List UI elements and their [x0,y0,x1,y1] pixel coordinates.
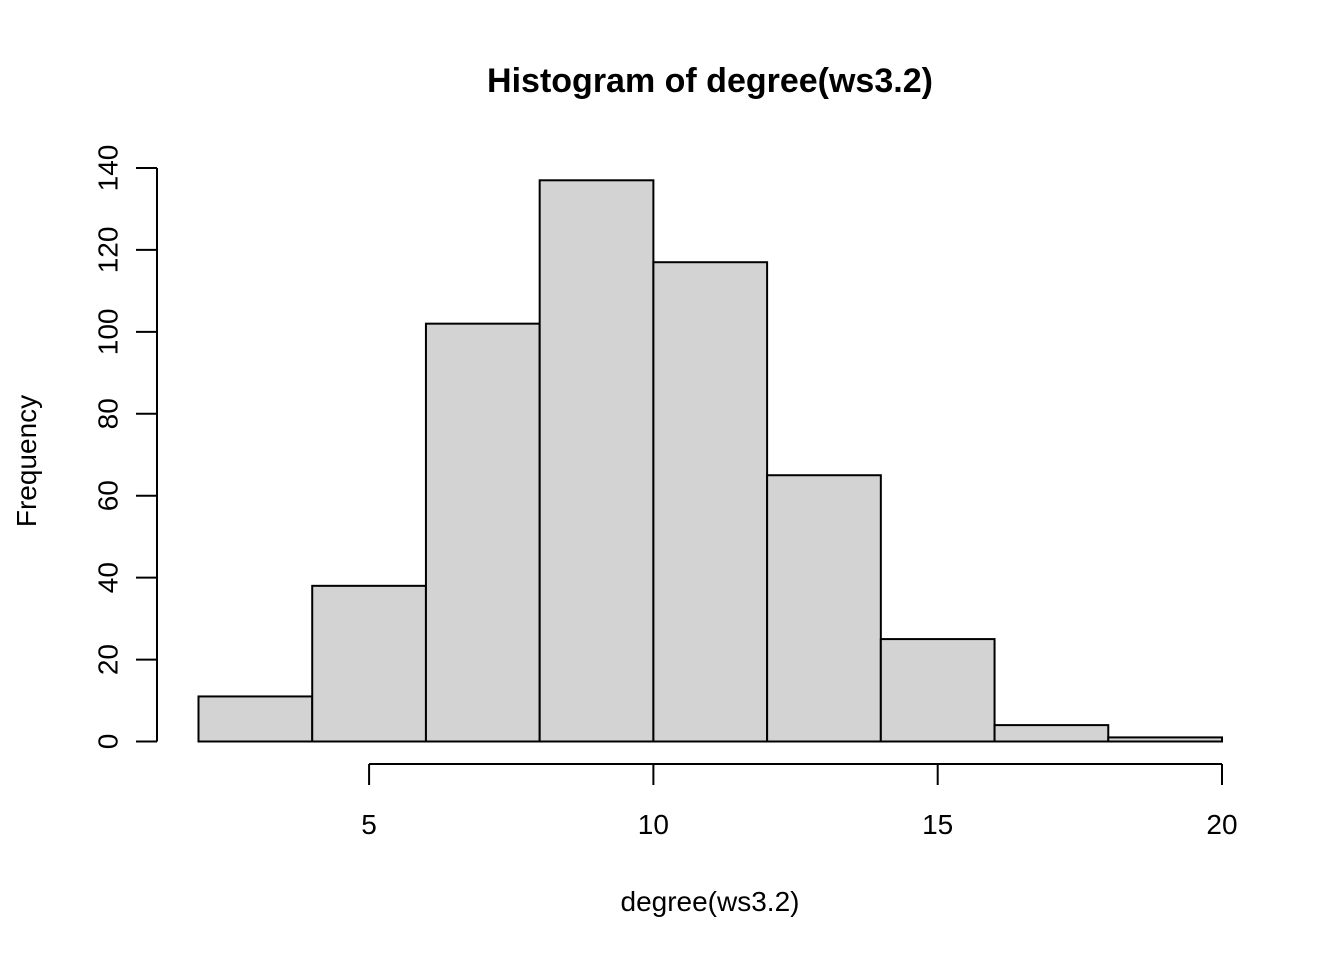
y-tick-label: 80 [92,398,123,429]
bars-group [197,179,1224,743]
histogram-bar-4 [538,179,655,743]
y-tick-label: 0 [92,734,123,750]
x-tick-label: 15 [922,809,953,840]
x-axis: 5 10 15 20 [361,763,1238,840]
histogram-bar-3 [424,322,541,743]
x-tick-label: 20 [1206,809,1237,840]
chart-title: Histogram of degree(ws3.2) [487,62,933,100]
y-tick-label: 60 [92,480,123,511]
x-tick-label: 10 [638,809,669,840]
y-tick-label: 140 [92,145,123,192]
y-axis: 0 20 40 60 80 100 120 140 [92,145,158,750]
y-tick-label: 20 [92,644,123,675]
y-tick-label: 40 [92,562,123,593]
histogram-bar-6 [766,474,882,743]
histogram-bar-7 [879,638,996,743]
x-tick-label: 5 [361,809,377,840]
y-tick-label: 120 [92,227,123,274]
histogram-bar-9 [1107,736,1224,743]
y-axis-label: Frequency [11,395,42,527]
histogram-bar-8 [993,724,1110,743]
histogram-bar-2 [311,584,427,743]
histogram-bar-1 [197,695,314,743]
y-tick-label: 100 [92,308,123,355]
histogram-bar-5 [652,261,769,743]
x-axis-label: degree(ws3.2) [621,886,800,917]
